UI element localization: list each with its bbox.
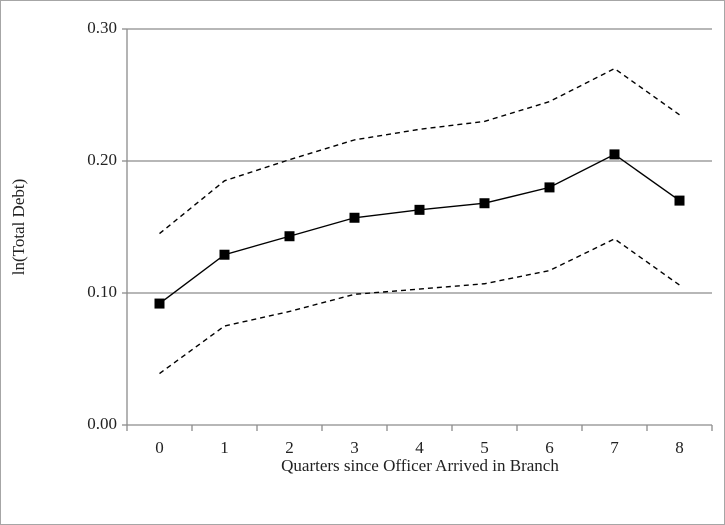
- y-tick-label: 0.10: [87, 282, 117, 301]
- y-axis-label: ln(Total Debt): [9, 179, 28, 276]
- x-tick-label: 7: [610, 438, 619, 457]
- point-marker: [219, 249, 230, 260]
- x-tick-label: 6: [545, 438, 554, 457]
- point-marker: [544, 182, 555, 193]
- point-marker: [349, 212, 360, 223]
- point-marker: [284, 231, 295, 242]
- x-tick-label: 1: [220, 438, 229, 457]
- point-marker: [414, 204, 425, 215]
- y-tick-label: 0.00: [87, 414, 117, 433]
- point-marker: [674, 195, 685, 206]
- x-tick-label: 5: [480, 438, 489, 457]
- point-marker: [154, 298, 165, 309]
- point-marker: [609, 149, 620, 160]
- x-tick-label: 0: [155, 438, 164, 457]
- x-tick-label: 2: [285, 438, 294, 457]
- x-tick-label: 8: [675, 438, 684, 457]
- x-tick-label: 3: [350, 438, 359, 457]
- y-tick-label: 0.20: [87, 150, 117, 169]
- point-marker: [479, 198, 490, 209]
- series-line: [159, 238, 680, 375]
- y-tick-label: 0.30: [87, 18, 117, 37]
- x-tick-label: 4: [415, 438, 424, 457]
- x-axis-label: Quarters since Officer Arrived in Branch: [281, 456, 559, 475]
